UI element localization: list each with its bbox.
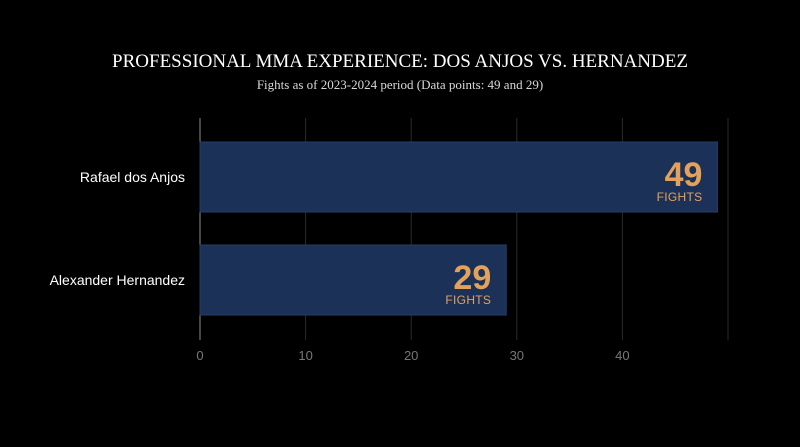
x-tick-label: 30 [510,348,524,363]
x-tick-label: 40 [615,348,629,363]
data-label-unit: FIGHTS [445,293,491,307]
data-label-unit: FIGHTS [657,190,703,204]
x-axis-ticks: 0 10 20 30 40 [196,348,629,363]
bar [199,244,507,316]
x-tick-label: 10 [298,348,312,363]
chart-subtitle: Fights as of 2023-2024 period (Data poin… [257,77,543,92]
x-tick-label: 0 [196,348,203,363]
x-tick-label: 20 [404,348,418,363]
bar [199,141,718,213]
data-label-value: 29 [453,259,491,297]
data-label-value: 49 [665,156,703,194]
chart-title: PROFESSIONAL MMA EXPERIENCE: DOS ANJOS V… [112,51,688,72]
category-label: Rafael dos Anjos [80,169,185,185]
category-label: Alexander Hernandez [50,272,185,288]
